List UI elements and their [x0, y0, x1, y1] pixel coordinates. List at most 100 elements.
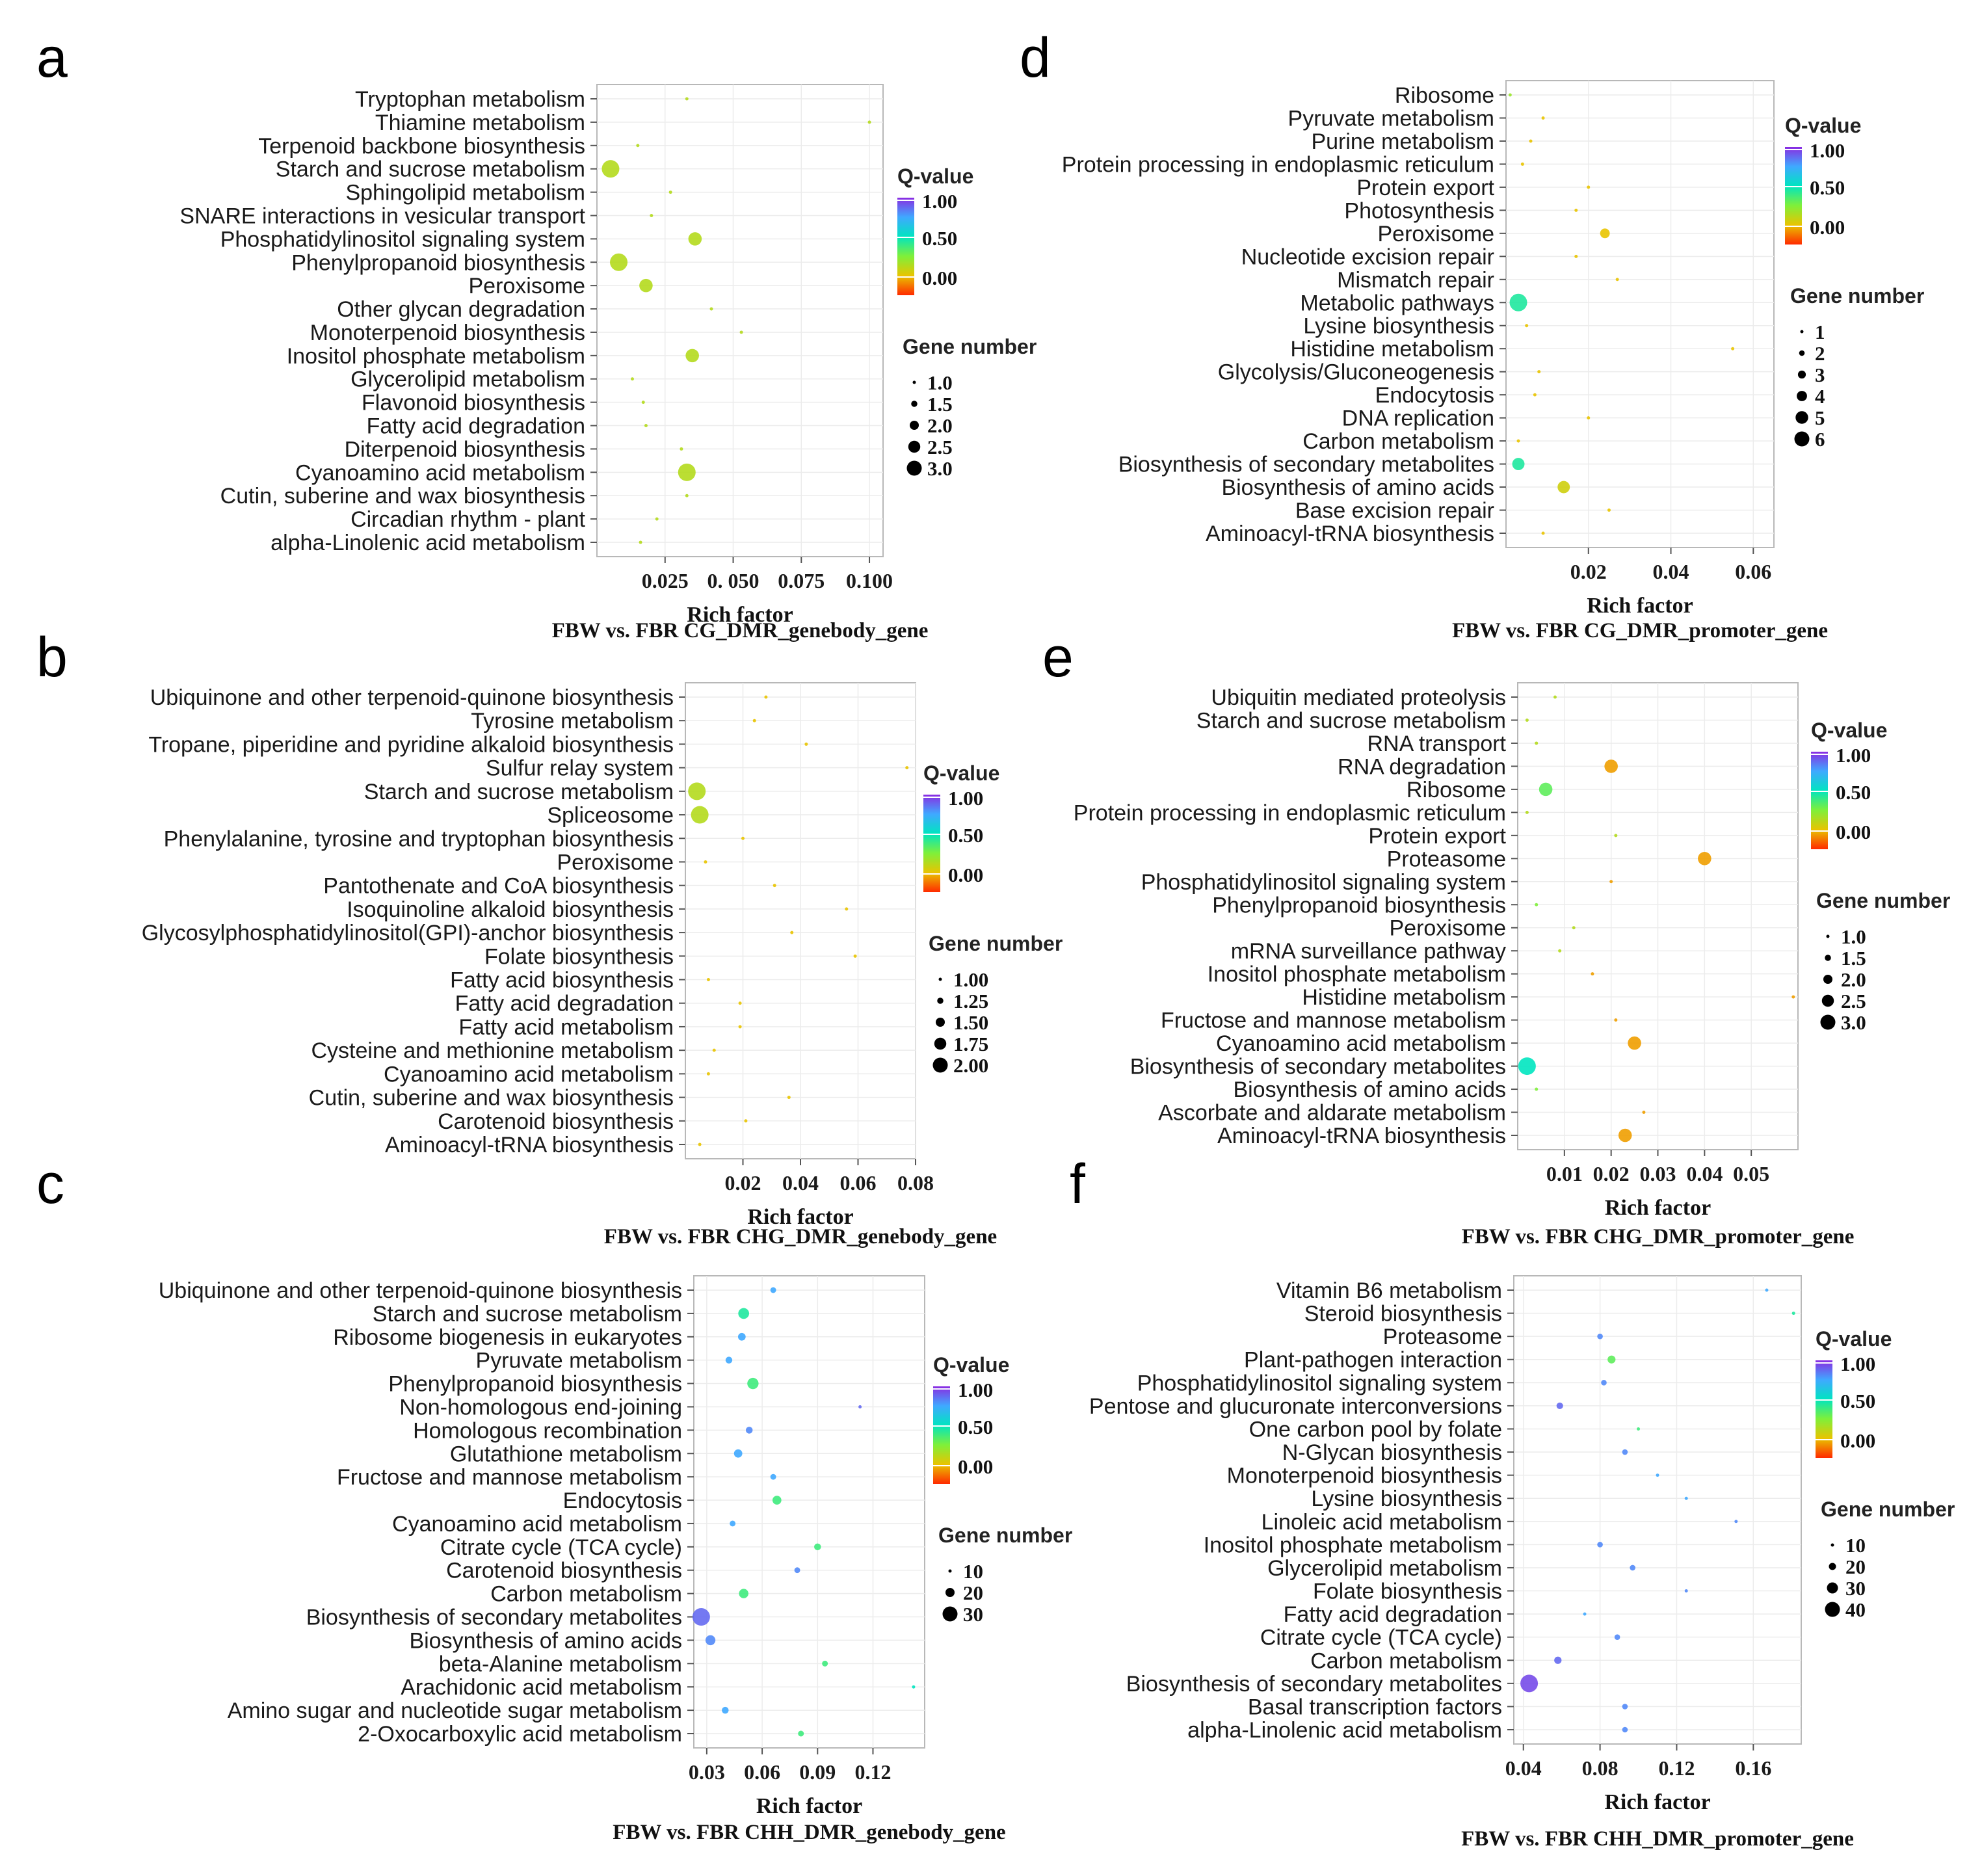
data-point	[691, 806, 709, 824]
x-tick-label: 0.100	[846, 569, 893, 592]
x-tick-label: 0.04	[1505, 1756, 1542, 1780]
gene-number-legend-title: Gene number	[1790, 284, 1924, 308]
x-axis-title: Rich factor	[1587, 594, 1693, 618]
data-point	[698, 1143, 702, 1146]
category-label: Photosynthesis	[1344, 198, 1494, 223]
x-tick-label: 0.01	[1546, 1162, 1583, 1185]
data-point	[1628, 1036, 1641, 1050]
category-label: Cyanoamino acid metabolism	[392, 1512, 682, 1537]
x-tick-label: 0.04	[1653, 560, 1689, 583]
data-point	[772, 1496, 782, 1505]
data-point	[709, 307, 713, 311]
panel-letter: c	[36, 1153, 64, 1215]
category-label: Endocytosis	[1375, 383, 1494, 408]
q-value-tick-label: 0.50	[1836, 781, 1871, 804]
gene-number-legend-dot	[908, 440, 921, 453]
x-tick-label: 0.03	[1640, 1162, 1676, 1185]
q-value-legend-title: Q-value	[933, 1353, 1009, 1377]
category-label: Carotenoid biosynthesis	[446, 1559, 682, 1583]
data-point	[905, 766, 909, 770]
data-point	[744, 1119, 748, 1123]
data-point	[722, 1706, 729, 1714]
category-label: Amino sugar and nucleotide sugar metabol…	[228, 1698, 682, 1723]
gene-number-legend-label: 5	[1815, 406, 1825, 429]
gene-number-legend-label: 6	[1815, 428, 1825, 451]
category-label: RNA transport	[1367, 732, 1506, 756]
q-value-tick-label: 1.00	[1840, 1353, 1875, 1375]
category-label: Carbon metabolism	[490, 1582, 682, 1607]
category-label: One carbon pool by folate	[1249, 1417, 1502, 1442]
data-point	[704, 860, 707, 864]
category-label: Cyanoamino acid metabolism	[1216, 1031, 1506, 1056]
gene-number-legend-title: Gene number	[929, 932, 1063, 955]
category-label: Ubiquinone and other terpenoid-quinone b…	[159, 1278, 682, 1303]
x-tick-label: 0.025	[642, 569, 689, 592]
data-point	[747, 1377, 759, 1390]
category-label: Flavonoid biosynthesis	[362, 391, 585, 416]
data-point	[1509, 293, 1527, 311]
data-point	[867, 120, 871, 124]
gene-number-legend-dot	[1820, 1014, 1836, 1030]
q-value-legend-title: Q-value	[1785, 114, 1861, 137]
data-point	[1607, 509, 1611, 512]
data-point	[1520, 162, 1524, 166]
category-label: Basal transcription factors	[1248, 1695, 1502, 1719]
data-point	[1604, 760, 1618, 773]
gene-number-legend-title: Gene number	[1821, 1498, 1955, 1521]
panel-caption: FBW vs. FBR CHG_DMR_genebody_gene	[604, 1225, 997, 1248]
data-point	[738, 1308, 750, 1319]
data-point	[1574, 208, 1578, 212]
category-label: Carbon metabolism	[1310, 1648, 1502, 1673]
category-label: Ubiquitin mediated proteolysis	[1211, 685, 1506, 710]
gene-number-legend-label: 2	[1815, 342, 1825, 365]
q-value-colorbar	[1811, 752, 1828, 849]
data-point	[1609, 880, 1613, 884]
q-value-tick-label: 0.00	[948, 864, 983, 886]
data-point	[1525, 324, 1529, 328]
data-point	[650, 213, 654, 217]
gene-number-legend-dot	[1797, 370, 1806, 379]
data-point	[1731, 347, 1735, 350]
panel-caption: FBW vs. FBR CG_DMR_genebody_gene	[552, 619, 929, 642]
category-label: Phosphatidylinositol signaling system	[220, 227, 585, 252]
x-tick-label: 0.12	[1658, 1756, 1695, 1780]
data-point	[1615, 278, 1619, 282]
category-label: Fatty acid degradation	[1284, 1602, 1502, 1627]
category-label: Terpenoid backbone biosynthesis	[258, 134, 585, 159]
data-point	[1642, 1111, 1646, 1115]
category-label: Cutin, suberine and wax biosynthesis	[220, 484, 585, 509]
q-value-colorbar	[923, 795, 940, 892]
gene-number-legend-label: 1	[1815, 321, 1825, 343]
gene-number-legend-label: 20	[963, 1581, 983, 1604]
x-tick-label: 0.16	[1735, 1756, 1771, 1780]
data-point	[1553, 695, 1557, 699]
data-point	[1537, 370, 1541, 374]
gene-number-legend-label: 1.0	[1841, 925, 1866, 948]
category-label: DNA replication	[1342, 406, 1494, 431]
category-label: SNARE interactions in vesicular transpor…	[179, 204, 585, 228]
category-label: Ascorbate and aldarate metabolism	[1158, 1101, 1506, 1126]
x-tick-label: 0.08	[897, 1171, 934, 1195]
category-label: Arachidonic acid metabolism	[401, 1675, 682, 1700]
data-point	[1614, 1018, 1618, 1022]
data-point	[639, 540, 642, 544]
category-label: Cyanoamino acid metabolism	[295, 460, 585, 485]
data-point	[787, 1096, 791, 1100]
x-tick-label: 0.05	[1733, 1162, 1769, 1185]
gene-number-legend-dot	[1825, 1602, 1840, 1617]
category-label: Aminoacyl-tRNA biosynthesis	[1217, 1124, 1506, 1148]
gene-number-legend-label: 2.5	[927, 436, 953, 458]
category-label: Protein export	[1356, 176, 1494, 200]
category-label: Biosynthesis of secondary metabolites	[1126, 1672, 1502, 1697]
x-axis-title: Rich factor	[747, 1205, 853, 1229]
category-label: Tryptophan metabolism	[355, 87, 585, 112]
panel-caption: FBW vs. FBR CHH_DMR_promoter_gene	[1461, 1827, 1854, 1851]
x-tick-label: 0.04	[782, 1171, 819, 1195]
category-label: Biosynthesis of secondary metabolites	[1118, 453, 1494, 477]
category-label: Lysine biosynthesis	[1311, 1486, 1502, 1511]
data-point	[1533, 393, 1537, 397]
category-label: Vitamin B6 metabolism	[1276, 1278, 1502, 1303]
q-value-tick-label: 0.50	[948, 824, 983, 847]
